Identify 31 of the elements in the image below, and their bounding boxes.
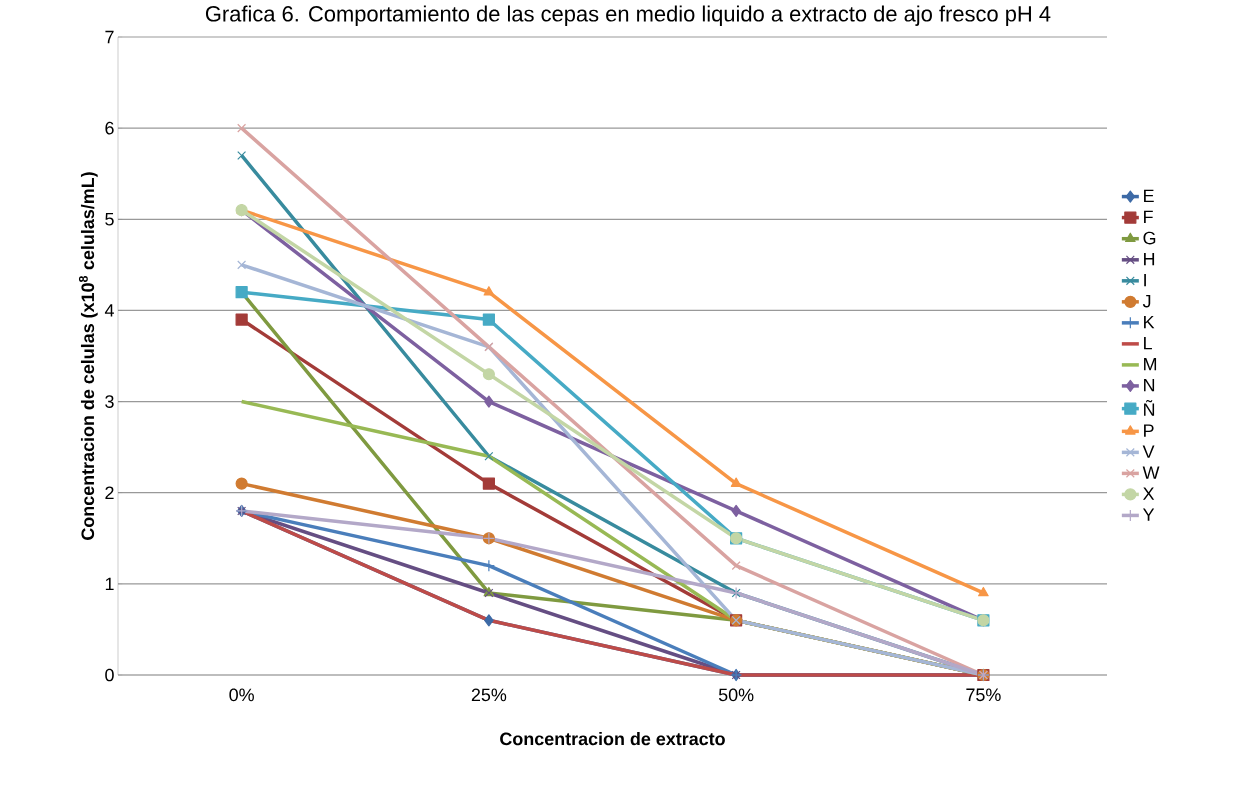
x-tick-label: 75% xyxy=(966,688,1001,702)
y-axis-title: Concentracion de celulas (x10$^{8}$ celulas/mL) xyxy=(78,172,98,540)
legend-label: G xyxy=(1143,231,1156,245)
y-tick-label: 7 xyxy=(105,30,114,44)
y-tick-label: 5 xyxy=(105,213,114,226)
legend-label: J xyxy=(1142,294,1151,308)
chart-title: Grafica 6. Comportamiento de las cepas en medio liquido a extracto de ajo fresco pH 4 xyxy=(205,5,1051,26)
legend-label: L xyxy=(1144,336,1152,350)
legend-label: W xyxy=(1142,466,1160,479)
legend-label: P xyxy=(1144,424,1154,437)
legend-label: I xyxy=(1144,273,1146,287)
x-axis-title: Concentracion de extracto xyxy=(500,732,725,746)
legend-label: X xyxy=(1142,487,1155,500)
legend-label: F xyxy=(1144,210,1153,224)
legend-label: Y xyxy=(1142,508,1155,521)
legend-label: V xyxy=(1142,445,1155,458)
legend-label: M xyxy=(1144,357,1157,371)
y-tick-label: 2 xyxy=(105,486,114,499)
y-tick-label: 0 xyxy=(105,668,114,682)
legend-label: H xyxy=(1144,252,1155,266)
legend-label: N xyxy=(1144,378,1155,392)
legend-label: K xyxy=(1144,315,1155,329)
legend-label: Ñ xyxy=(1144,400,1155,416)
y-tick-label: 6 xyxy=(105,121,114,135)
x-tick-label: 0% xyxy=(229,688,254,702)
x-tick-label: 50% xyxy=(718,688,754,702)
x-tick-label: 25% xyxy=(471,688,507,702)
y-tick-label: 4 xyxy=(104,304,114,317)
y-tick-label: 3 xyxy=(105,395,114,408)
legend-label: E xyxy=(1144,189,1154,202)
y-tick-label: 1 xyxy=(105,577,114,591)
